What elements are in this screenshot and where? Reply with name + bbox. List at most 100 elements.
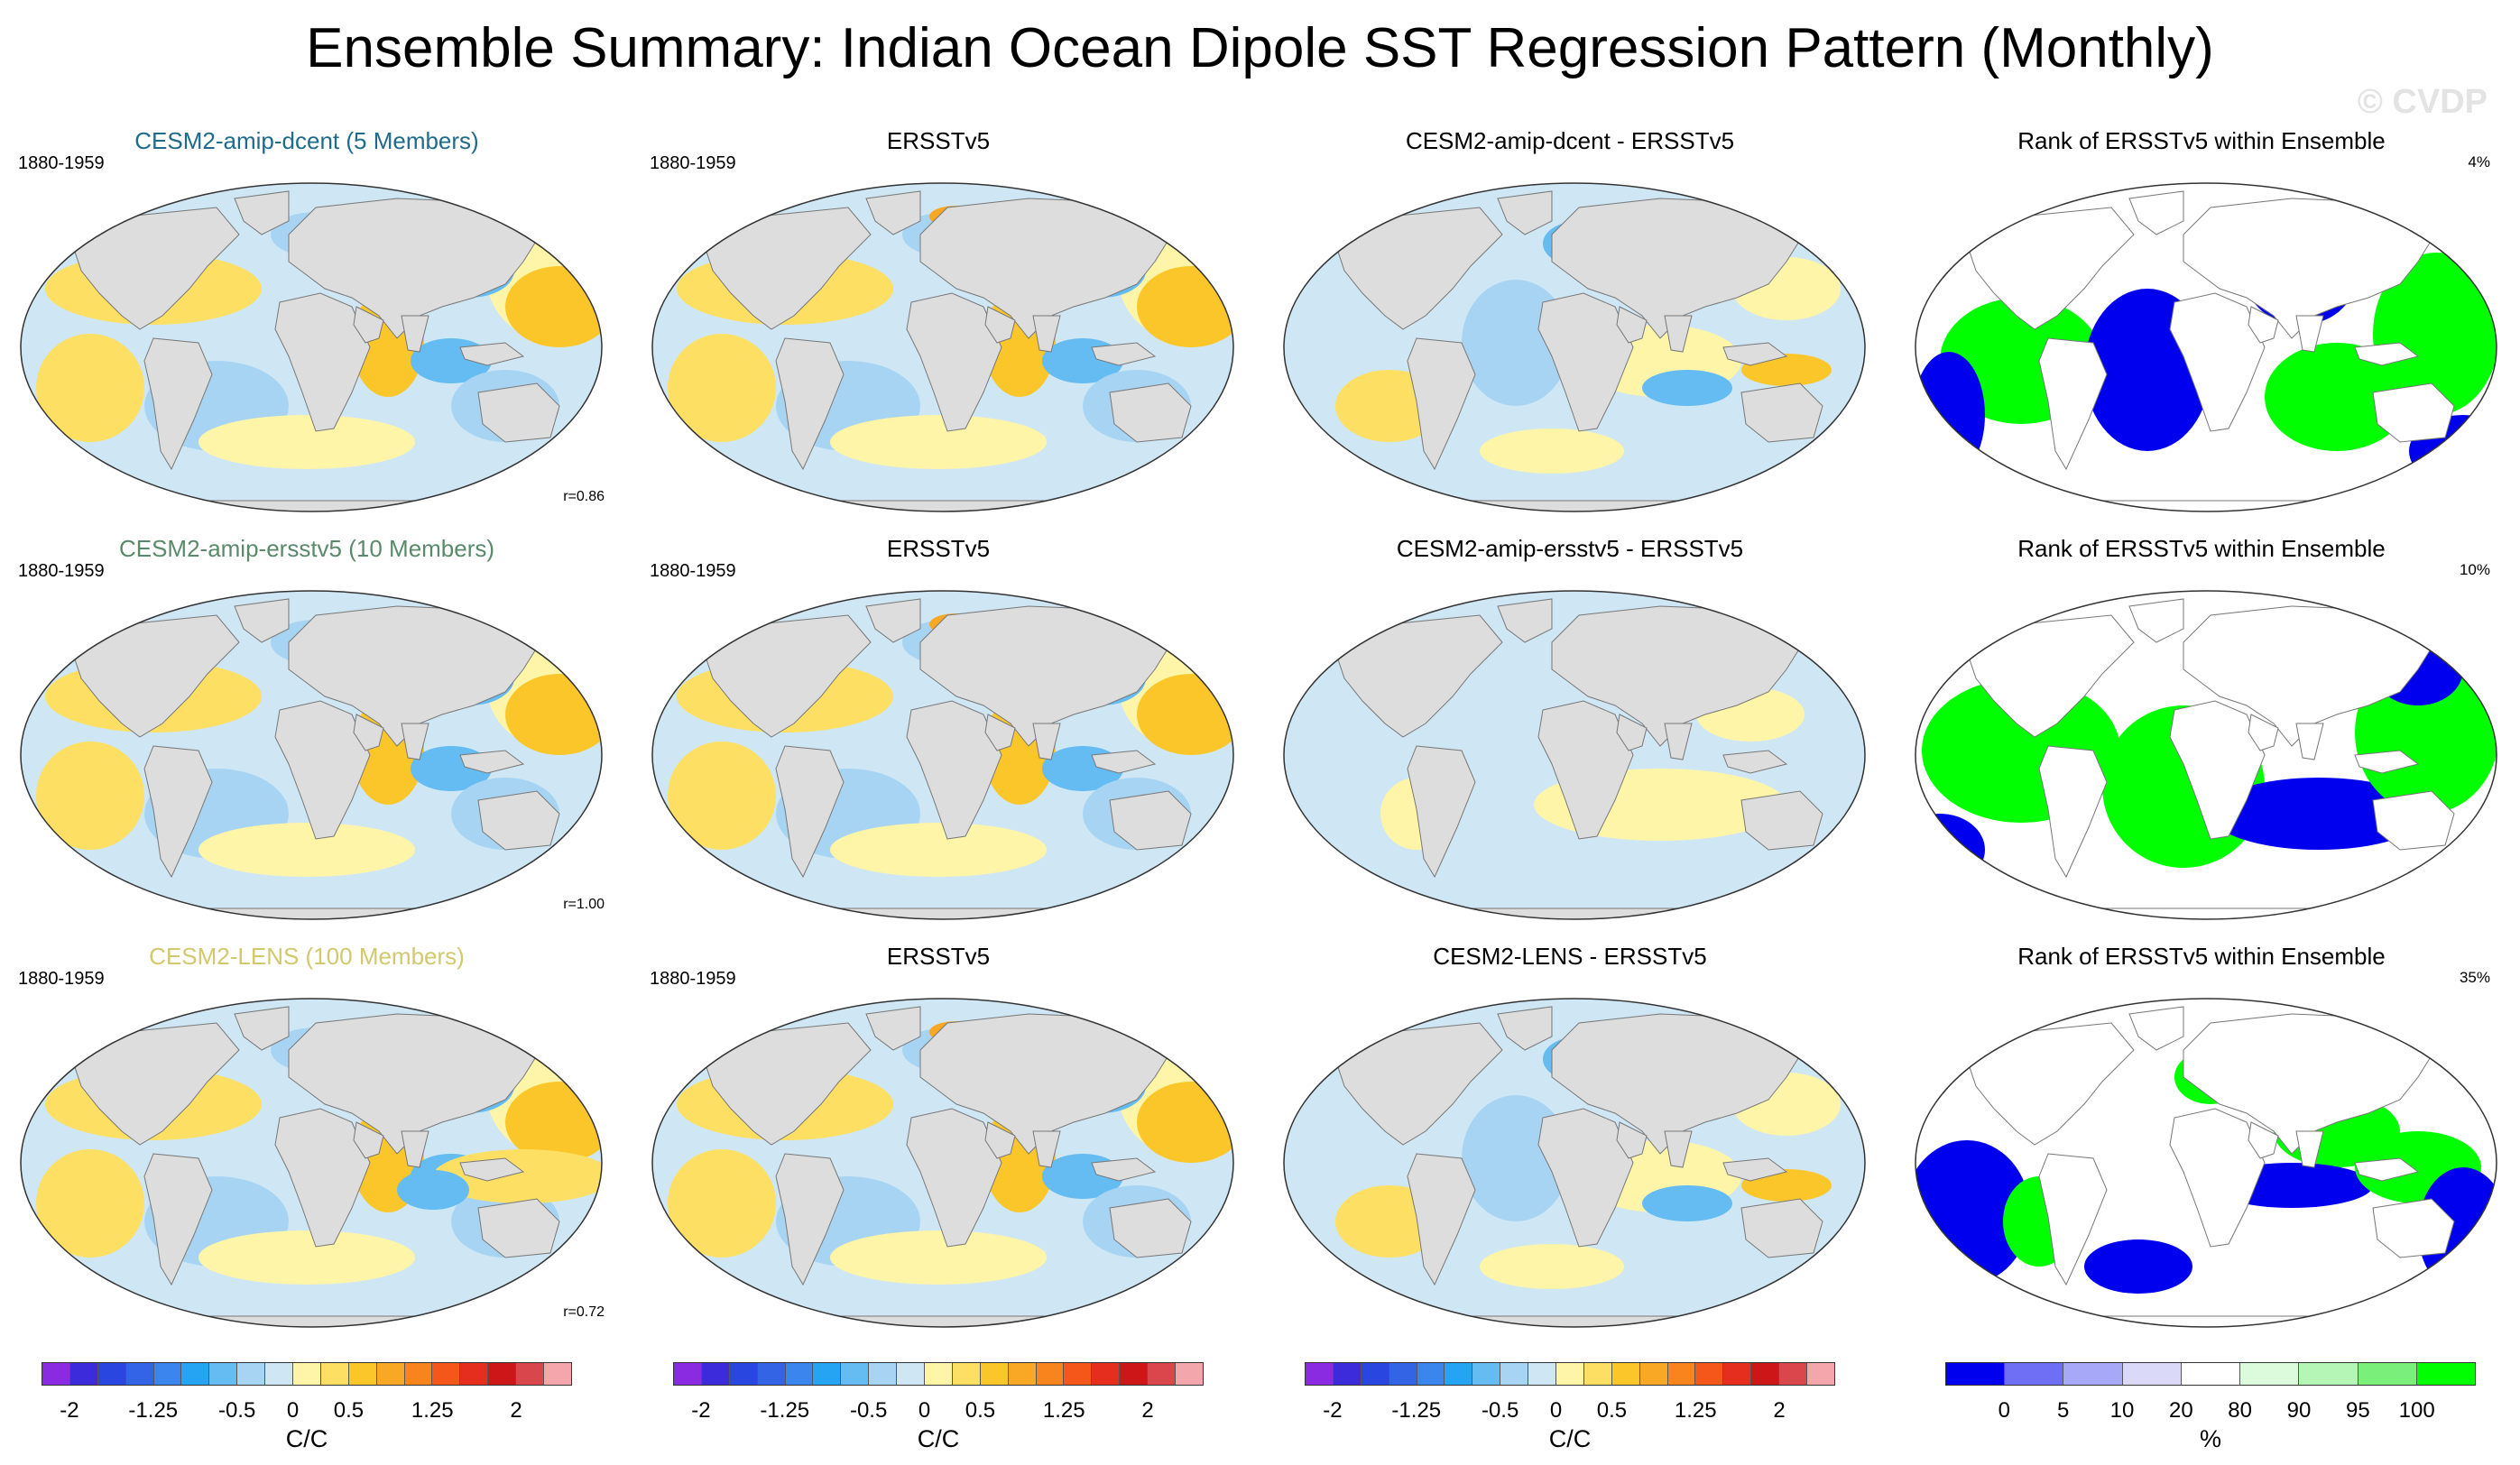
rank-colorbar: 0 5 10 20 80 90 95 100%	[1945, 1362, 2476, 1452]
colorbar-swatch	[1667, 1363, 1696, 1385]
ensemble-panel: CESM2-amip-dcent (5 Members) 1880-1959 r=0…	[9, 126, 605, 523]
anomaly-region	[198, 823, 415, 877]
india	[2295, 315, 2324, 353]
india	[1032, 315, 1061, 353]
south-america	[775, 1153, 845, 1286]
world-map	[1915, 998, 2497, 1328]
greenland	[865, 1006, 921, 1051]
south-america	[775, 745, 845, 879]
colorbar-swatch	[2122, 1363, 2182, 1385]
rank-panel: Rank of ERSSTv5 within Ensemble 10%	[1904, 534, 2499, 931]
colorbar-tick-label: 1.25	[411, 1398, 454, 1423]
land-masses	[21, 598, 602, 919]
map-outline	[1283, 998, 1866, 1328]
period-label: 1880-1959	[18, 561, 105, 581]
colorbar-swatches	[42, 1362, 572, 1386]
land-masses	[1284, 598, 1865, 919]
greenland	[1497, 1006, 1553, 1051]
greenland	[2128, 598, 2184, 643]
india	[401, 315, 429, 353]
greenland	[2128, 190, 2184, 235]
maritime-continent	[1091, 750, 1157, 774]
ensemble-panel: CESM2-amip-ersstv5 (10 Members) 1880-1959…	[9, 534, 605, 931]
period-label: 1880-1959	[650, 561, 736, 581]
panel-title: CESM2-LENS (100 Members)	[149, 943, 465, 970]
anomaly-region	[505, 266, 602, 347]
anomaly-region	[830, 415, 1047, 469]
cvdp-watermark: © CVDP	[2357, 83, 2488, 121]
africa	[906, 700, 1002, 840]
ensemble-panel: CESM2-LENS (100 Members) 1880-1959 r=0.72	[9, 942, 605, 1339]
colorbar-swatch	[1639, 1363, 1668, 1385]
rank-percent: 4%	[2468, 153, 2490, 170]
colorbar-swatch	[1333, 1363, 1362, 1385]
south-america	[2038, 745, 2108, 879]
anomaly-region	[1137, 674, 1233, 755]
australia	[1740, 382, 1823, 443]
colorbar-swatch	[432, 1363, 461, 1385]
anomaly-region	[1137, 1082, 1233, 1163]
greenland	[2128, 1006, 2184, 1051]
colorbar-tick-label: 0	[286, 1398, 300, 1423]
colorbar-swatch	[1036, 1363, 1065, 1385]
colorbar-tick-label: 1.25	[1042, 1398, 1085, 1423]
map-outline	[1915, 590, 2497, 920]
greenland	[234, 190, 290, 235]
anomaly-region	[1642, 1185, 1732, 1221]
land-masses	[1915, 190, 2497, 511]
colorbar-swatch	[1472, 1363, 1501, 1385]
anomaly-region	[2265, 343, 2409, 451]
arabia	[2248, 306, 2279, 344]
colorbar-swatch	[69, 1363, 98, 1385]
colorbar-swatch	[320, 1363, 349, 1385]
panel-title: Rank of ERSSTv5 within Ensemble	[2017, 535, 2386, 562]
anomaly-region	[668, 742, 776, 850]
diff-panel: CESM2-LENS - ERSSTv5	[1272, 942, 1868, 1339]
anomaly-region	[830, 823, 1047, 877]
india	[1032, 1130, 1061, 1168]
australia	[477, 1198, 560, 1258]
pattern-correlation: r=0.86	[563, 489, 605, 504]
india	[1032, 723, 1061, 760]
world-map	[1915, 182, 2497, 512]
maritime-continent	[1091, 1157, 1157, 1182]
map-outline	[20, 182, 603, 512]
colorbar-swatch	[1148, 1363, 1177, 1385]
australia	[2372, 382, 2455, 443]
colorbar-tick-label: 2	[1773, 1398, 1786, 1423]
figure-title: Ensemble Summary: Indian Ocean Dipole SS…	[306, 17, 2214, 79]
map-outline	[651, 590, 1234, 920]
anomaly-region	[36, 334, 144, 442]
greenland	[1497, 190, 1553, 235]
colorbar-tick-label: -2	[691, 1398, 711, 1423]
period-label: 1880-1959	[650, 153, 736, 173]
north-america	[703, 1022, 872, 1146]
arabia	[1616, 306, 1648, 344]
colorbar-swatch	[952, 1363, 981, 1385]
world-map	[20, 998, 603, 1328]
colorbar-swatch	[1008, 1363, 1037, 1385]
colorbar-tick-label: -2	[1323, 1398, 1343, 1423]
colorbar-swatch	[42, 1363, 70, 1385]
anomaly-region	[830, 1230, 1047, 1285]
colorbar-tick-label: -0.5	[217, 1398, 256, 1423]
colorbar-swatch	[1946, 1363, 2006, 1385]
africa	[2169, 1108, 2266, 1248]
anomaly-region	[505, 674, 602, 755]
colorbar-tick-label: 0	[1998, 1398, 2011, 1423]
africa	[1537, 700, 1634, 840]
anomaly-region	[198, 415, 415, 469]
north-america	[71, 207, 240, 330]
india	[401, 1130, 429, 1168]
arabia	[984, 1121, 1016, 1159]
colorbar-swatch	[2063, 1363, 2123, 1385]
maritime-continent	[2354, 342, 2420, 366]
colorbar-swatch	[1064, 1363, 1093, 1385]
south-america	[1407, 337, 1476, 471]
africa	[1537, 1108, 1634, 1248]
anomaly-region	[36, 1149, 144, 1258]
world-map	[1283, 182, 1866, 512]
colorbar-tick-label: -1.25	[760, 1398, 810, 1423]
colorbar-swatch	[1611, 1363, 1640, 1385]
colorbar-tick-label: 90	[2286, 1398, 2312, 1423]
